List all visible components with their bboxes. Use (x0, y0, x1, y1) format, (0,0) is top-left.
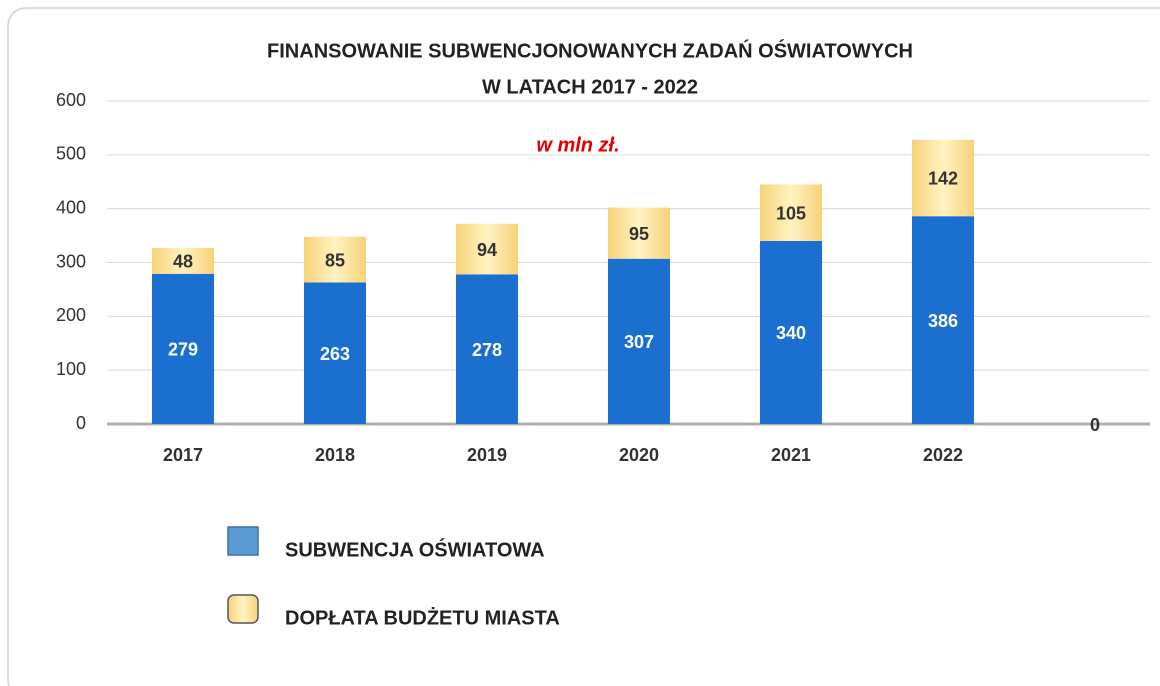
annotation: w mln zł. (536, 134, 619, 156)
bar-segment (912, 216, 974, 424)
bar-segment (456, 274, 518, 424)
x-tick-label: 2018 (315, 445, 355, 465)
y-tick-label: 0 (76, 413, 86, 433)
y-tick-label: 300 (56, 251, 86, 271)
legend-swatch (227, 526, 259, 556)
bar-segment (456, 223, 518, 275)
legend-swatch (227, 594, 259, 624)
data-label: 48 (173, 252, 193, 272)
data-label: 94 (477, 240, 497, 260)
legend-label: SUBWENCJA OŚWIATOWA (285, 537, 545, 561)
bar-segment (760, 184, 822, 241)
y-tick-label: 200 (56, 305, 86, 325)
chart-title: W LATACH 2017 - 2022 (482, 76, 698, 98)
x-tick-label: 2020 (619, 445, 659, 465)
x-tick-label: 2019 (467, 445, 507, 465)
bar-segment (304, 236, 366, 283)
data-label: 340 (776, 323, 806, 343)
y-tick-label: 600 (56, 90, 86, 110)
bar-segment (912, 139, 974, 217)
x-tick-label: 2021 (771, 445, 811, 465)
x-tick-label: 2017 (163, 445, 203, 465)
y-tick-label: 400 (56, 197, 86, 217)
bar-segment (608, 207, 670, 259)
data-label: 142 (928, 169, 958, 189)
data-label: 0 (1090, 415, 1100, 435)
data-label: 105 (776, 203, 806, 223)
data-label: 263 (320, 344, 350, 364)
data-label: 95 (629, 224, 649, 244)
bar-segment (152, 247, 214, 274)
data-label: 85 (325, 250, 345, 270)
data-label: 386 (928, 311, 958, 331)
bar-segment (608, 258, 670, 424)
bar-segment (760, 240, 822, 424)
legend-label: DOPŁATA BUDŻETU MIASTA (285, 606, 560, 629)
chart-frame (7, 7, 1160, 686)
bar-segment (304, 282, 366, 424)
data-label: 279 (168, 340, 198, 360)
bar-segment (152, 273, 214, 424)
chart-title: FINANSOWANIE SUBWENCJONOWANYCH ZADAŃ OŚW… (267, 38, 913, 62)
y-tick-label: 100 (56, 359, 86, 379)
data-label: 307 (624, 332, 654, 352)
x-tick-label: 2022 (923, 445, 963, 465)
data-label: 278 (472, 340, 502, 360)
y-tick-label: 500 (56, 144, 86, 164)
